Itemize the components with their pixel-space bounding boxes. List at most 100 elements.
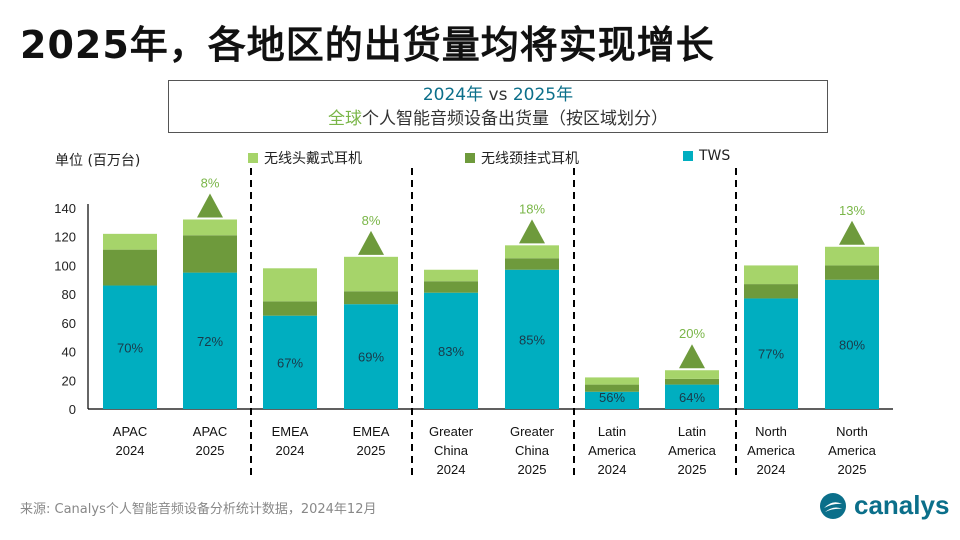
tws-share-label: 85% xyxy=(519,332,545,347)
tws-share-label: 67% xyxy=(277,355,303,370)
y-tick-label: 140 xyxy=(54,201,76,216)
x-tick-label: 2025 xyxy=(518,462,547,477)
canalys-logo-text: canalys xyxy=(854,490,950,520)
x-tick-label: America xyxy=(668,443,716,458)
x-tick-label: Latin xyxy=(678,424,706,439)
bar-headphone xyxy=(103,233,157,250)
y-axis-label: 单位 (百万台) xyxy=(55,153,141,169)
y-tick-label: 120 xyxy=(54,230,76,245)
subtitle-desc: 个人智能音频设备出货量（按区域划分） xyxy=(362,109,668,129)
growth-arrow-icon xyxy=(197,193,223,218)
x-tick-label: Greater xyxy=(429,424,474,439)
bar-headphone xyxy=(665,370,719,379)
x-tick-label: 2025 xyxy=(357,443,386,458)
bar-tws xyxy=(825,279,879,409)
y-tick-label: 60 xyxy=(62,316,76,331)
bar-tws xyxy=(183,272,237,409)
x-tick-label: EMEA xyxy=(353,424,390,439)
bar-neckband xyxy=(665,378,719,385)
bar-tws xyxy=(103,285,157,409)
x-tick-label: North xyxy=(755,424,787,439)
bar-neckband xyxy=(103,249,157,286)
bar-headphone xyxy=(585,377,639,385)
bar-tws xyxy=(665,384,719,409)
x-tick-label: America xyxy=(747,443,795,458)
legend-swatch xyxy=(465,153,475,163)
bar-tws xyxy=(744,298,798,409)
bar-neckband xyxy=(585,384,639,392)
bar-neckband xyxy=(183,235,237,273)
y-tick-label: 100 xyxy=(54,258,76,273)
bar-neckband xyxy=(744,284,798,299)
page-title: 2025年，各地区的出货量均将实现增长 xyxy=(20,23,715,67)
bar-headphone xyxy=(505,245,559,259)
growth-label: 8% xyxy=(201,175,220,190)
legend-label: TWS xyxy=(699,148,731,164)
y-tick-label: 40 xyxy=(62,345,76,360)
bar-headphone xyxy=(744,265,798,285)
x-tick-label: 2024 xyxy=(437,462,466,477)
growth-label: 20% xyxy=(679,326,705,341)
bar-neckband xyxy=(344,291,398,305)
legend-swatch xyxy=(683,151,693,161)
bar-tws xyxy=(585,391,639,409)
bar-headphone xyxy=(424,269,478,282)
bar-headphone xyxy=(183,219,237,236)
growth-label: 13% xyxy=(839,203,865,218)
legend-swatch xyxy=(248,153,258,163)
tws-share-label: 69% xyxy=(358,350,384,365)
bar-headphone xyxy=(825,246,879,266)
bar-tws xyxy=(344,304,398,409)
source-note: 来源: Canalys个人智能音频设备分析统计数据，2024年12月 xyxy=(20,502,377,517)
subtitle-year1: 2024年 xyxy=(422,85,484,105)
tws-share-label: 70% xyxy=(117,340,143,355)
x-tick-label: 2024 xyxy=(116,443,145,458)
bar-tws xyxy=(424,292,478,409)
x-tick-label: 2024 xyxy=(598,462,627,477)
x-tick-label: APAC xyxy=(193,424,227,439)
growth-arrow-icon xyxy=(358,230,384,255)
tws-share-label: 64% xyxy=(679,390,705,405)
x-tick-label: China xyxy=(434,443,469,458)
subtitle-vs: vs xyxy=(483,85,513,105)
bar-neckband xyxy=(263,301,317,316)
legend-tws: TWS xyxy=(683,148,730,164)
tws-share-label: 77% xyxy=(758,347,784,362)
canalys-logo: canalys xyxy=(818,490,949,521)
growth-label: 18% xyxy=(519,201,545,216)
x-tick-label: 2025 xyxy=(196,443,225,458)
bar-headphone xyxy=(344,256,398,292)
growth-arrow-icon xyxy=(679,344,705,369)
tws-share-label: 83% xyxy=(438,344,464,359)
growth-arrow-icon xyxy=(839,220,865,245)
tws-share-label: 72% xyxy=(197,334,223,349)
bar-neckband xyxy=(825,265,879,280)
legend-neck: 无线颈挂式耳机 xyxy=(465,148,579,168)
x-tick-label: EMEA xyxy=(272,424,309,439)
x-tick-label: China xyxy=(515,443,550,458)
bar-tws xyxy=(263,315,317,409)
y-tick-label: 80 xyxy=(62,287,76,302)
y-tick-label: 20 xyxy=(62,373,76,388)
legend-label: 无线颈挂式耳机 xyxy=(481,151,579,167)
x-tick-label: 2024 xyxy=(276,443,305,458)
subtitle-box: 2024年 vs 2025年 全球个人智能音频设备出货量（按区域划分） xyxy=(168,80,828,133)
x-tick-label: 2025 xyxy=(678,462,707,477)
x-tick-label: America xyxy=(588,443,636,458)
x-tick-label: North xyxy=(836,424,868,439)
x-tick-label: Greater xyxy=(510,424,555,439)
legend-head: 无线头戴式耳机 xyxy=(248,148,362,168)
legend-label: 无线头戴式耳机 xyxy=(264,151,362,167)
x-tick-label: Latin xyxy=(598,424,626,439)
y-tick-label: 0 xyxy=(69,402,76,417)
x-tick-label: America xyxy=(828,443,876,458)
subtitle-global: 全球 xyxy=(328,109,362,129)
x-tick-label: 2025 xyxy=(838,462,867,477)
x-tick-label: 2024 xyxy=(757,462,786,477)
growth-label: 8% xyxy=(362,213,381,228)
growth-arrow-icon xyxy=(519,219,545,244)
bar-neckband xyxy=(424,281,478,293)
canalys-logo-icon xyxy=(820,492,846,519)
x-tick-label: APAC xyxy=(113,424,147,439)
